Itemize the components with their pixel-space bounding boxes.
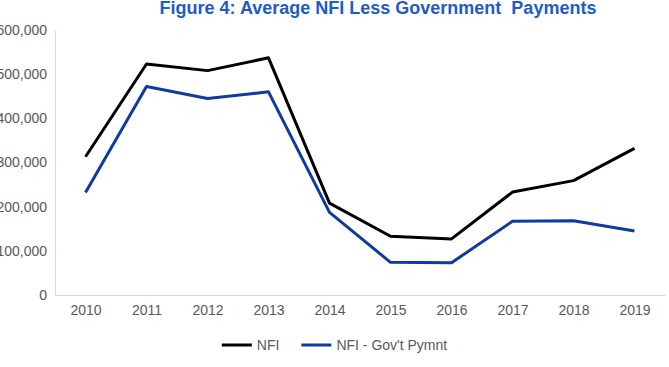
x-tick-label: 2016	[436, 302, 467, 318]
x-tick: 2015	[375, 295, 406, 318]
legend-label: NFI	[257, 337, 280, 353]
y-tick: 300,000	[0, 154, 55, 170]
y-tick: 600,000	[0, 22, 55, 38]
x-tick: 2018	[558, 295, 589, 318]
x-tick-label: 2019	[619, 302, 650, 318]
y-tick: 100,000	[0, 243, 55, 259]
y-tick: 200,000	[0, 199, 55, 215]
y-tick-label: 100,000	[0, 243, 47, 259]
title: Figure 4: Average NFI Less Government Pa…	[160, 0, 597, 18]
legend-swatch	[301, 344, 331, 347]
x-tick: 2012	[192, 295, 223, 318]
x-tick-label: 2015	[375, 302, 406, 318]
x-tick-label: 2013	[253, 302, 284, 318]
y-tick: 0	[39, 287, 55, 303]
legend: NFI NFI - Gov't Pymnt	[222, 337, 447, 353]
plot-area	[86, 58, 635, 263]
x-tick-label: 2011	[132, 302, 162, 318]
series-line	[86, 87, 635, 263]
x-tick: 2017	[497, 295, 528, 318]
x-tick: 2013	[253, 295, 284, 318]
y-tick-label: 500,000	[0, 66, 47, 82]
x-tick-label: 2014	[314, 302, 345, 318]
y-axis-line	[55, 31, 56, 296]
x-tick: 2010	[70, 295, 101, 318]
y-tick-label: 200,000	[0, 199, 47, 215]
x-tick-label: 2010	[70, 302, 101, 318]
y-tick: 400,000	[0, 110, 55, 126]
x-axis: 2010 2011 2012 2013 2014 2015 2016 2017 2018 2019	[56, 295, 666, 318]
y-tick-label: 600,000	[0, 22, 47, 38]
x-axis-line	[56, 295, 666, 296]
y-axis: 0 100,000 200,000 300,000 400,000 500,000 600,…	[0, 22, 56, 303]
legend-swatch	[222, 344, 252, 347]
x-tick: 2011	[132, 295, 162, 318]
legend-item: NFI	[222, 337, 280, 353]
x-tick-label: 2012	[192, 302, 223, 318]
chart: Figure 4: Average NFI Less Government Pa…	[0, 0, 669, 367]
y-tick-label: 300,000	[0, 154, 47, 170]
y-tick-label: 0	[39, 287, 47, 303]
x-tick: 2019	[619, 295, 650, 318]
x-tick-label: 2018	[558, 302, 589, 318]
y-tick: 500,000	[0, 66, 55, 82]
series-line	[86, 58, 635, 239]
legend-item: NFI - Gov't Pymnt	[301, 337, 447, 353]
x-tick: 2014	[314, 295, 345, 318]
y-tick-label: 400,000	[0, 110, 47, 126]
x-tick: 2016	[436, 295, 467, 318]
legend-label: NFI - Gov't Pymnt	[336, 337, 447, 353]
x-tick-label: 2017	[497, 302, 528, 318]
